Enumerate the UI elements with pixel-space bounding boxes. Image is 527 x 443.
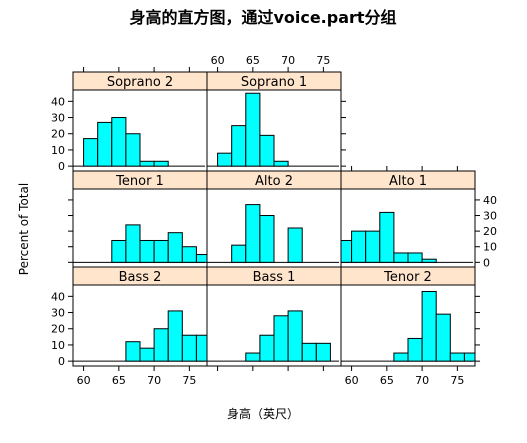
bar-tenor-2-76-78 xyxy=(463,352,476,362)
bar-tenor-2-66-68 xyxy=(393,352,409,362)
panel-alto-1: Alto 1 xyxy=(340,170,476,268)
axes-group: 0 10 20 30 40 0 10 20 30 40 0 10 20 30 40 60 65 70 75 60 65 7… xyxy=(51,54,497,387)
panel-tenor-1: Tenor 1 xyxy=(72,170,208,268)
bar-soprano-1-60-62 xyxy=(217,152,233,167)
panel-alto-2: Alto 2 xyxy=(206,170,342,268)
strip-label-tenor-2: Tenor 2 xyxy=(383,270,432,285)
bar-alto-2-70-72 xyxy=(287,227,303,263)
bar-tenor-1-74-76 xyxy=(181,246,197,263)
y-tick-label: 20 xyxy=(51,128,65,141)
bar-bass-1-74-76 xyxy=(315,342,331,362)
x-tick-label: 75 xyxy=(316,54,330,67)
bar-alto-1-62-64 xyxy=(365,230,381,263)
bar-bass-1-70-72 xyxy=(287,310,303,362)
bar-tenor-1-64-66 xyxy=(111,239,127,263)
y-tick-label: 20 xyxy=(483,225,497,238)
plot-frame-tenor-2 xyxy=(340,284,476,367)
y-tick-label: 10 xyxy=(483,241,497,254)
y-tick-label: 40 xyxy=(51,290,65,303)
x-tick-label: 60 xyxy=(345,374,359,387)
bar-soprano-1-68-70 xyxy=(273,160,289,167)
bar-bass-2-76-78 xyxy=(195,334,208,362)
y-tick-label: 40 xyxy=(51,95,65,108)
bar-alto-2-66-68 xyxy=(259,215,275,263)
bar-bass-1-64-66 xyxy=(245,352,261,362)
bar-alto-2-64-66 xyxy=(245,204,261,263)
panel-bass-1: Bass 1 xyxy=(206,266,342,367)
x-tick-label: 60 xyxy=(77,374,91,387)
bar-soprano-1-62-64 xyxy=(231,125,247,167)
strip-label-soprano-1: Soprano 1 xyxy=(241,75,307,90)
y-tick-label: 10 xyxy=(51,339,65,352)
x-tick-label: 65 xyxy=(246,54,260,67)
panel-tenor-2: Tenor 2 xyxy=(340,266,476,367)
bar-tenor-2-72-74 xyxy=(435,313,451,362)
bar-tenor-1-70-72 xyxy=(153,239,169,263)
y-tick-label: 0 xyxy=(58,160,65,173)
bar-bass-2-66-68 xyxy=(125,341,141,362)
bar-tenor-1-76-78 xyxy=(195,254,208,263)
bar-soprano-2-64-66 xyxy=(111,117,127,167)
strip-label-soprano-2: Soprano 2 xyxy=(107,75,173,90)
x-tick-label: 75 xyxy=(182,374,196,387)
bar-bass-2-68-70 xyxy=(139,347,155,362)
x-tick-label: 65 xyxy=(112,374,126,387)
bar-tenor-1-72-74 xyxy=(167,232,183,263)
y-axis-label: Percent of Total xyxy=(17,183,31,275)
bar-soprano-2-68-70 xyxy=(139,160,155,167)
strip-label-alto-1: Alto 1 xyxy=(389,174,427,189)
strip-label-tenor-1: Tenor 1 xyxy=(115,174,164,189)
bar-alto-1-66-68 xyxy=(393,252,409,263)
bar-bass-2-74-76 xyxy=(181,334,197,362)
strip-label-alto-2: Alto 2 xyxy=(255,174,293,189)
bar-soprano-2-70-72 xyxy=(153,160,169,167)
x-tick-label: 65 xyxy=(380,374,394,387)
bar-bass-2-70-72 xyxy=(153,328,169,362)
x-tick-label: 70 xyxy=(281,54,295,67)
x-tick-label: 75 xyxy=(450,374,464,387)
panel-bass-2: Bass 2 xyxy=(72,266,208,367)
y-tick-label: 30 xyxy=(483,210,497,223)
bar-tenor-2-74-76 xyxy=(449,352,465,362)
x-tick-label: 70 xyxy=(147,374,161,387)
y-tick-label: 0 xyxy=(483,256,490,269)
bar-alto-1-64-66 xyxy=(379,211,395,263)
y-tick-label: 0 xyxy=(58,355,65,368)
chart-title: 身高的直方图，通过voice.part分组 xyxy=(129,8,396,27)
bar-tenor-1-66-68 xyxy=(125,224,141,263)
x-tick-label: 70 xyxy=(415,374,429,387)
bar-soprano-2-62-64 xyxy=(97,121,113,167)
bar-alto-1-60-62 xyxy=(351,230,367,263)
bar-tenor-2-68-70 xyxy=(407,337,423,362)
panel-soprano-2: Soprano 2 xyxy=(72,71,208,172)
bar-alto-1-70-72 xyxy=(421,258,437,263)
y-tick-label: 20 xyxy=(51,323,65,336)
bar-soprano-1-66-68 xyxy=(259,134,275,167)
bar-soprano-2-60-62 xyxy=(83,138,99,167)
bar-soprano-2-66-68 xyxy=(125,133,141,167)
bar-bass-2-72-74 xyxy=(167,310,183,362)
x-axis-label: 身高（英尺） xyxy=(227,406,299,421)
y-tick-label: 30 xyxy=(51,112,65,125)
bar-alto-1-68-70 xyxy=(407,252,423,263)
bar-bass-1-66-68 xyxy=(259,334,275,362)
bar-bass-1-72-74 xyxy=(301,342,317,362)
y-tick-label: 10 xyxy=(51,144,65,157)
panels-group: Soprano 2 Soprano 1 Tenor 1 Alto 2 Alto 1 Bas… xyxy=(72,71,476,367)
bar-tenor-2-70-72 xyxy=(421,290,437,362)
y-tick-label: 40 xyxy=(483,194,497,207)
bar-bass-1-68-70 xyxy=(273,315,289,362)
bar-alto-1-58-60 xyxy=(340,239,353,263)
bar-alto-2-62-64 xyxy=(231,244,247,263)
x-tick-label: 60 xyxy=(211,54,225,67)
strip-label-bass-1: Bass 1 xyxy=(253,270,296,285)
strip-label-bass-2: Bass 2 xyxy=(119,270,162,285)
bar-tenor-1-68-70 xyxy=(139,239,155,263)
y-tick-label: 30 xyxy=(51,307,65,320)
bar-soprano-1-64-66 xyxy=(245,92,261,167)
panel-soprano-1: Soprano 1 xyxy=(206,71,342,172)
